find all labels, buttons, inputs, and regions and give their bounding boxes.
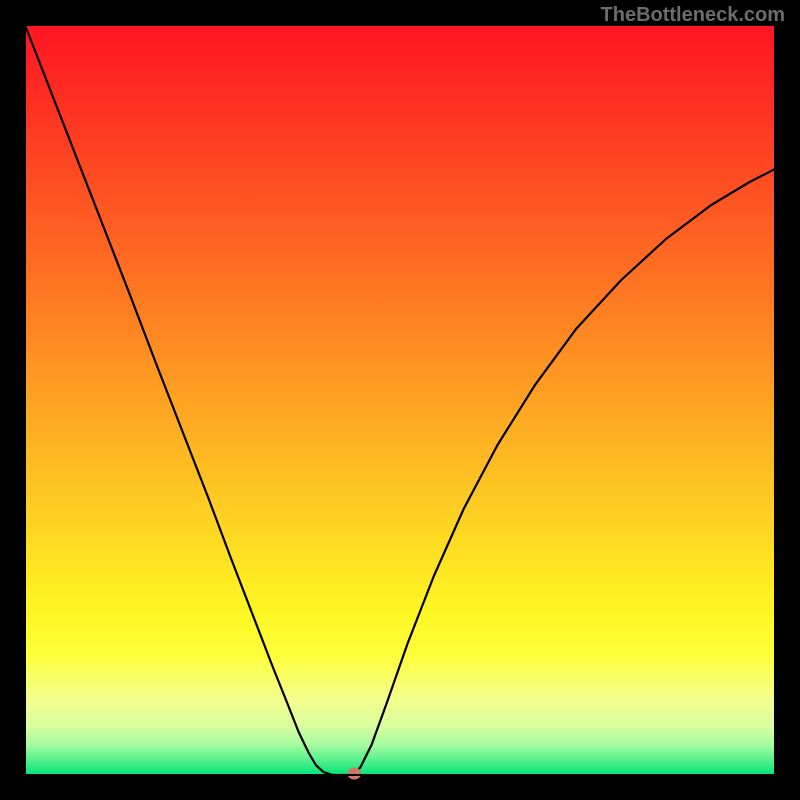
chart-canvas (0, 0, 800, 800)
optimum-marker (347, 768, 361, 780)
watermark-text: TheBottleneck.com (601, 4, 785, 27)
